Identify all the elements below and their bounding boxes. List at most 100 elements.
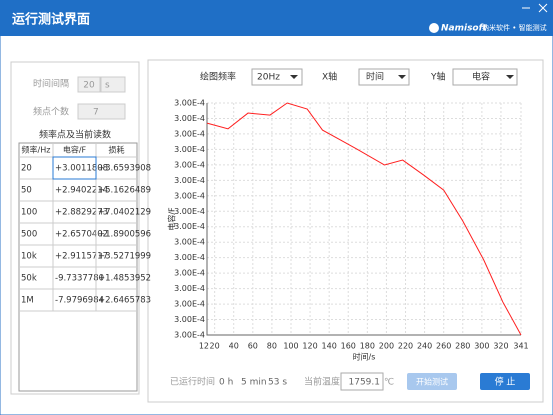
logo: Namisoft — [441, 24, 488, 34]
table-cell: +5.1626489 — [98, 186, 151, 196]
data-line — [206, 102, 522, 336]
table-cell: +2.6570402 — [55, 230, 108, 240]
y-axis-value: 电容 — [472, 71, 490, 83]
x-tick-label: 120 — [302, 342, 317, 351]
table-cell: 50 — [21, 186, 32, 196]
table-cell: +1.4853952 — [98, 274, 151, 284]
x-tick-label: 240 — [417, 342, 432, 351]
y-tick-label: 3.00E-4 — [174, 269, 205, 278]
y-tick-label: 3.00E-4 — [174, 284, 205, 293]
y-tick-label: 3.00E-4 — [174, 145, 205, 154]
dropdown-arrow — [506, 75, 514, 79]
column-header: 频率/Hz — [22, 145, 51, 155]
y-tick-label: 3.00E-4 — [174, 207, 205, 216]
y-tick-label: 3.00E-4 — [174, 300, 205, 309]
plot-freq-label: 绘图频率 — [200, 71, 236, 83]
y-tick-label: 3.00E-4 — [174, 331, 205, 340]
y-tick-label: 3.00E-4 — [174, 129, 205, 138]
temp-input[interactable] — [340, 372, 384, 391]
x-tick-label: 140 — [322, 342, 337, 351]
interval-input[interactable] — [77, 76, 101, 93]
x-tick-label: 60 — [248, 342, 258, 351]
right-panel — [147, 59, 544, 403]
table-cell: 50k — [21, 274, 37, 284]
x-tick-label: 12 — [199, 342, 209, 351]
points-label: 频点个数 — [33, 106, 69, 118]
interval-label: 时间间隔 — [33, 78, 69, 90]
table-title: 频率点及当前读数 — [39, 129, 111, 141]
table-cell: 100 — [21, 208, 37, 218]
x-tick-label: 20 — [210, 342, 220, 351]
table-cell: +3.6593908 — [98, 164, 151, 174]
column-header: 损耗 — [109, 145, 125, 155]
window-title: 运行测试界面 — [12, 12, 90, 28]
elapsed-seconds: 53 s — [268, 378, 287, 388]
table: 频率/Hz 电容/F 损耗 20 +3.0011808+3.6593908 50 +2.94… — [19, 143, 151, 312]
x-tick-label: 80 — [267, 342, 277, 351]
y-tick-label: 3.00E-4 — [174, 99, 205, 108]
table-cell: +2.6465783 — [98, 296, 151, 306]
table-cell: 1M — [21, 296, 34, 306]
temp-label: 当前温度 — [304, 376, 340, 388]
interval-value: 20 — [83, 81, 95, 91]
x-tick-label: 341 — [513, 342, 528, 351]
tagline: 纳米软件 • 智能测试 — [482, 23, 547, 32]
temp-value: 1759.1 — [349, 378, 381, 388]
y-tick-label: 3.00E-4 — [174, 238, 205, 247]
table-cell: -7.9796984 — [55, 296, 104, 306]
y-tick-label: 3.00E-4 — [174, 114, 205, 123]
start-button[interactable] — [407, 373, 457, 390]
x-tick-label: 320 — [493, 342, 508, 351]
y-tick-label: 3.00E-4 — [174, 253, 205, 262]
table-cell: +3.0011808 — [55, 164, 108, 174]
stop-button[interactable] — [480, 373, 530, 390]
x-tick-label: 260 — [436, 342, 451, 351]
y-tick-label: 3.00E-4 — [174, 191, 205, 200]
x-tick-label: 220 — [398, 342, 413, 351]
table-cell: 10k — [21, 252, 37, 262]
selected-cell — [52, 156, 97, 180]
elapsed-minutes: 5 min — [241, 378, 267, 388]
table-cell: +2.8829273 — [55, 208, 108, 218]
start-button-label: 开始测试 — [416, 377, 448, 387]
table-cell: -9.7337780 — [55, 274, 104, 284]
x-tick-label: 180 — [360, 342, 375, 351]
table-cell: +3.5271999 — [98, 252, 151, 262]
points-select[interactable] — [77, 103, 126, 120]
stop-button-label: 停 止 — [495, 376, 516, 388]
table-cell: +1.8900596 — [98, 230, 151, 240]
temp-unit: ℃ — [384, 378, 394, 388]
table-cell: 500 — [21, 230, 37, 240]
table-cell: 20 — [21, 164, 32, 174]
y-axis-select[interactable] — [452, 68, 518, 86]
column-header: 电容/F — [63, 145, 87, 155]
points-value: 7 — [93, 108, 99, 118]
chart: 3.00E-4 3.00E-4 3.00E-4 3.00E-4 3.00E-4 3.00E… — [167, 99, 529, 362]
dropdown-arrow — [290, 75, 298, 79]
x-axis-label: X轴 — [322, 71, 337, 83]
table-cell: +2.9115717 — [55, 252, 108, 262]
y-axis-label: Y轴 — [430, 71, 446, 83]
x-tick-label: 160 — [341, 342, 356, 351]
plot-freq: 20Hz — [257, 73, 280, 83]
x-axis-value: 时间 — [366, 71, 384, 83]
logo-icon — [429, 23, 439, 33]
table-cell: +2.9402214 — [55, 186, 108, 196]
axis-frame — [206, 103, 521, 336]
y-tick-label: 3.00E-4 — [174, 222, 205, 231]
interval-unit-select[interactable] — [100, 76, 126, 93]
x-axis-select[interactable] — [358, 68, 410, 86]
table-cell: +7.0402129 — [98, 208, 151, 218]
elapsed-label: 已运行时间 — [170, 376, 215, 388]
close-button[interactable] — [538, 3, 548, 13]
y-tick-label: 3.00E-4 — [174, 315, 205, 324]
y-tick-label: 3.00E-4 — [174, 160, 205, 169]
dropdown-arrow — [398, 75, 406, 79]
x-tick-label: 200 — [379, 342, 394, 351]
x-tick-label: 300 — [474, 342, 489, 351]
elapsed-hours: 0 h — [219, 378, 233, 388]
x-tick-label: 100 — [283, 342, 298, 351]
plot-freq-select[interactable] — [251, 68, 303, 86]
y-tick-label: 3.00E-4 — [174, 176, 205, 185]
